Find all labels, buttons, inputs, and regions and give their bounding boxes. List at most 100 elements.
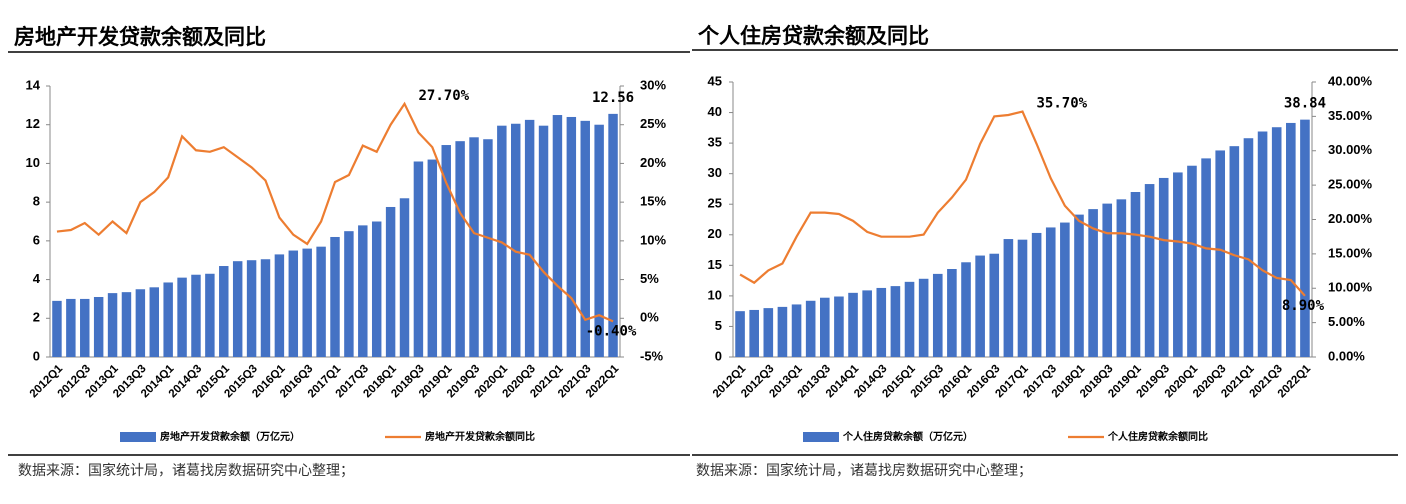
y-tick-label: 40 <box>708 104 722 119</box>
legend-label: 房地产开发贷款余额（万亿元） <box>160 430 300 443</box>
chart-title: 个人住房贷款余额及同比 <box>698 24 929 48</box>
bar <box>1074 214 1084 357</box>
bar <box>1031 232 1042 357</box>
bar <box>848 292 858 357</box>
bar <box>961 262 971 357</box>
bar <box>1088 209 1098 357</box>
line <box>739 110 1306 297</box>
bar <box>455 141 465 357</box>
bar <box>876 287 887 357</box>
bar <box>149 287 159 357</box>
bar <box>1286 122 1296 357</box>
line-value-label: -0.40% <box>586 323 637 339</box>
bar <box>427 159 438 357</box>
bar <box>191 274 201 357</box>
bar <box>932 273 943 357</box>
y2-tick-label: 0.00% <box>1328 348 1365 363</box>
y-tick-label: 30 <box>708 165 722 180</box>
bar <box>358 225 368 357</box>
y-tick-label: 35 <box>708 135 722 150</box>
y2-tick-label: 35.00% <box>1328 108 1373 123</box>
bar <box>777 306 788 357</box>
bar <box>205 273 215 357</box>
bar <box>246 260 257 357</box>
bar <box>80 298 90 357</box>
bar <box>805 300 816 357</box>
bar <box>890 286 901 357</box>
bar <box>260 259 271 357</box>
y2-tick-label: 30% <box>640 77 666 92</box>
chart-title: 房地产开发贷款余额及同比 <box>14 25 266 49</box>
y-tick-label: 20 <box>708 226 722 241</box>
y2-tick-label: 5.00% <box>1328 314 1365 329</box>
legend-label: 个人住房贷款余额同比 <box>1107 430 1208 443</box>
line-value-label: 35.70% <box>1037 96 1088 112</box>
bar <box>330 236 340 357</box>
bar <box>904 281 915 357</box>
bar <box>52 300 62 357</box>
line-value-label: 27.70% <box>419 88 470 104</box>
y2-tick-label: 25.00% <box>1328 177 1373 192</box>
bar <box>163 282 173 357</box>
y2-tick-label: 40.00% <box>1328 73 1373 88</box>
y2-tick-label: 30.00% <box>1328 142 1373 157</box>
bar <box>538 125 549 357</box>
bar <box>735 311 745 357</box>
bar <box>791 304 802 357</box>
bar <box>1116 199 1127 357</box>
y-tick-label: 14 <box>26 77 41 92</box>
y-tick-label: 4 <box>33 271 41 286</box>
bar <box>511 123 521 357</box>
y-tick-label: 25 <box>708 196 722 211</box>
bar <box>749 309 759 357</box>
bar <box>302 248 312 357</box>
y2-tick-label: -5% <box>640 348 664 363</box>
bar <box>1229 146 1240 357</box>
bar <box>399 198 410 357</box>
y2-tick-label: 15.00% <box>1328 245 1373 260</box>
y-tick-label: 45 <box>708 73 722 88</box>
y2-tick-label: 25% <box>640 116 666 131</box>
y-tick-label: 8 <box>33 194 40 209</box>
bar <box>566 116 577 357</box>
y-tick-label: 15 <box>708 257 722 272</box>
y2-tick-label: 15% <box>640 194 666 209</box>
source: 数据来源：国家统计局，诸葛找房数据研究中心整理； <box>696 462 1032 479</box>
y2-tick-label: 10.00% <box>1328 280 1373 295</box>
bar <box>413 161 424 357</box>
bar <box>371 221 382 357</box>
y2-tick-label: 10% <box>640 232 666 247</box>
bar <box>862 290 872 357</box>
bar <box>594 124 604 357</box>
line <box>56 101 614 323</box>
y-tick-label: 2 <box>33 310 40 325</box>
bar <box>1243 138 1254 357</box>
bar <box>1144 184 1155 357</box>
y-tick-label: 5 <box>715 318 722 333</box>
y-tick-label: 10 <box>26 155 40 170</box>
bar <box>1271 127 1282 357</box>
bar <box>469 137 479 357</box>
bar <box>135 289 146 357</box>
bar <box>1173 172 1183 357</box>
legend-swatch <box>120 432 156 442</box>
bar <box>93 296 104 357</box>
bar <box>1045 227 1056 357</box>
bar <box>177 277 187 357</box>
bar <box>1130 192 1141 357</box>
legend-label: 个人住房贷款余额（万亿元） <box>842 430 973 443</box>
legend-swatch <box>803 432 839 442</box>
bar <box>344 231 354 357</box>
bar <box>1102 203 1113 357</box>
bar <box>66 298 76 357</box>
bar <box>608 113 618 357</box>
bar <box>1187 165 1197 357</box>
y2-tick-label: 20% <box>640 155 666 170</box>
legend-label: 房地产开发贷款余额同比 <box>425 430 535 443</box>
bar <box>316 246 326 357</box>
y2-tick-label: 5% <box>640 271 659 286</box>
bar <box>1257 131 1268 357</box>
y2-tick-label: 20.00% <box>1328 211 1373 226</box>
bar <box>1003 239 1014 357</box>
bar <box>763 308 774 357</box>
